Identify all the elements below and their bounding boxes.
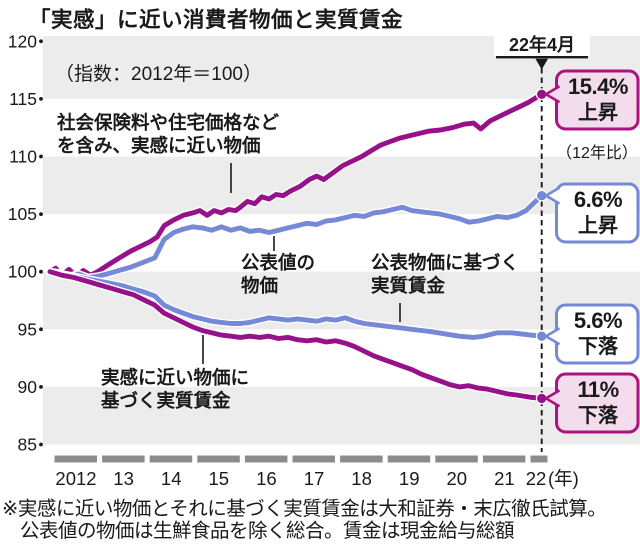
footnote-line2: 公表値の物価は生鮮食品を除く総合。賃金は現金給与総額: [20, 520, 515, 542]
svg-text:95: 95: [18, 319, 37, 339]
label-official-price-line1: 公表値の: [241, 252, 316, 273]
svg-text:110: 110: [9, 147, 37, 167]
svg-text:2012: 2012: [55, 468, 96, 489]
label-official-price: 公表値の 物価: [241, 252, 315, 297]
svg-text:15: 15: [209, 468, 230, 489]
callout-feel-wage-value: 11%: [577, 377, 619, 402]
label-feel-wage-line1: 実感に近い物価に: [101, 367, 250, 388]
svg-text:90: 90: [18, 377, 38, 397]
svg-text:120: 120: [8, 31, 37, 51]
svg-text:115: 115: [9, 89, 37, 109]
footnote-line1: ※実感に近い物価とそれに基づく実質賃金は大和証券・末広徹氏試算。: [2, 498, 607, 520]
label-official-wage: 公表物価に基づく 実質賃金: [371, 252, 519, 297]
index-note: （指数：2012年＝100）: [55, 64, 262, 85]
label-official-wage-line2: 実質賃金: [371, 274, 446, 296]
callout-official-wage-direction: 下落: [578, 336, 618, 358]
label-feel-price-line1: 社会保険料や住宅価格など: [57, 112, 280, 133]
chart-title: 「実感」に近い消費者物価と実質賃金: [29, 8, 404, 32]
callout-official-price-direction: 上昇: [578, 215, 618, 237]
svg-text:100: 100: [8, 262, 37, 282]
label-feel-price: 社会保険料や住宅価格など を含み、実感に近い物価: [57, 112, 279, 157]
event-date-label: 22年4月: [494, 34, 590, 56]
svg-text:22: 22: [526, 468, 547, 489]
label-official-price-line2: 物価: [241, 274, 279, 296]
svg-text:105: 105: [8, 204, 37, 224]
svg-text:16: 16: [256, 468, 277, 489]
callout-feel-wage: 11% 下落: [557, 374, 639, 432]
compare-note: （12年比）: [556, 145, 638, 162]
callout-official-price: 6.6% 上昇: [557, 184, 639, 242]
svg-text:14: 14: [161, 468, 182, 489]
label-feel-wage-line2: 基づく実質賃金: [101, 389, 231, 411]
callout-feel-price-value: 15.4%: [568, 74, 628, 99]
svg-text:18: 18: [351, 468, 372, 489]
svg-text:(年): (年): [548, 468, 579, 489]
label-feel-wage: 実感に近い物価に 基づく実質賃金: [101, 367, 249, 412]
svg-text:20: 20: [447, 468, 468, 489]
svg-text:13: 13: [113, 468, 134, 489]
svg-text:85: 85: [18, 435, 37, 455]
callout-feel-price-direction: 上昇: [578, 102, 618, 124]
svg-text:21: 21: [494, 468, 515, 489]
callout-official-price-value: 6.6%: [573, 187, 623, 212]
callout-official-wage: 5.6% 下落: [557, 305, 639, 363]
svg-text:19: 19: [399, 468, 420, 489]
callout-feel-wage-direction: 下落: [578, 405, 618, 427]
label-feel-price-line2: を含み、実感に近い物価: [57, 134, 261, 156]
callout-feel-price: 15.4% 上昇: [557, 71, 639, 129]
callout-official-wage-value: 5.6%: [573, 308, 623, 333]
label-official-wage-line1: 公表物価に基づく: [371, 252, 520, 273]
svg-text:17: 17: [304, 468, 325, 489]
